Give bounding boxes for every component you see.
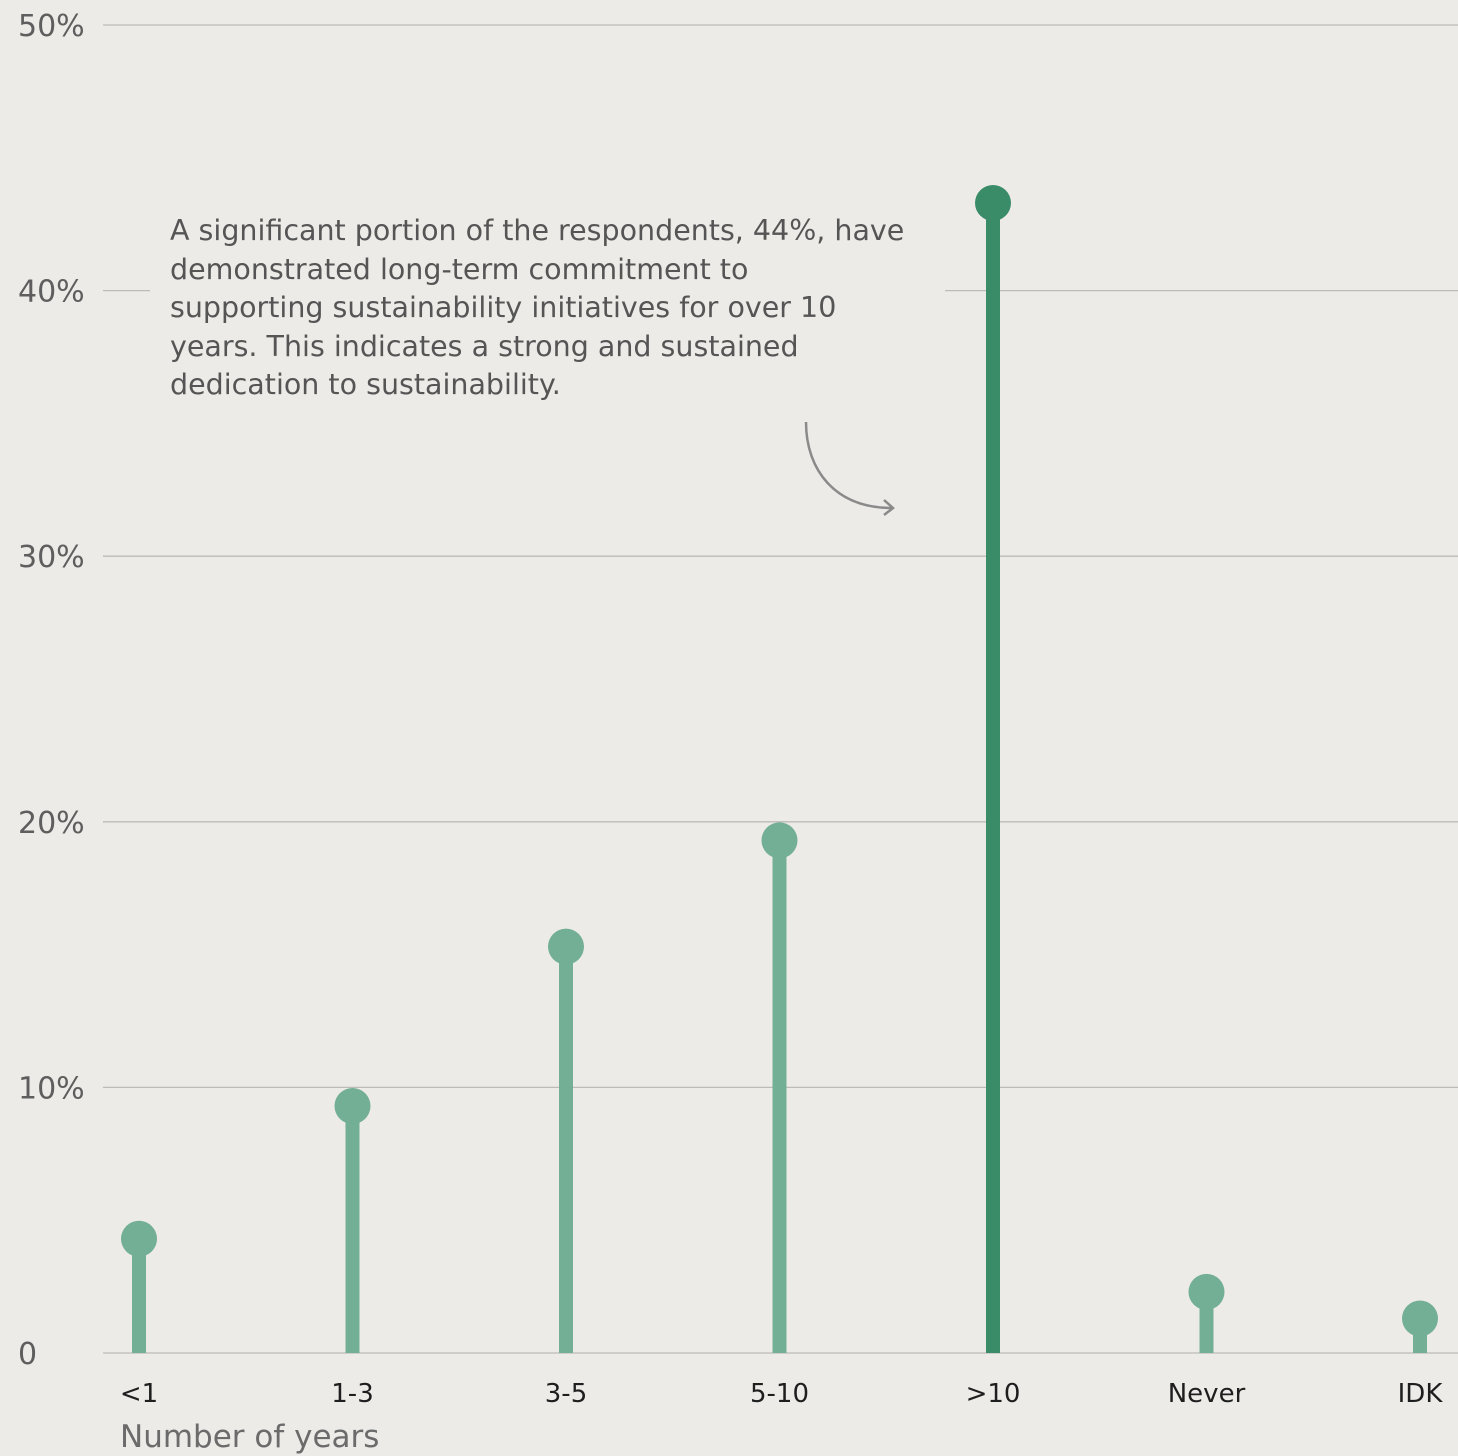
x-tick-label: IDK	[1398, 1379, 1444, 1409]
lollipop-point	[121, 1220, 157, 1257]
y-tick-label: 50%	[18, 9, 85, 44]
x-tick-label: 3-5	[545, 1379, 587, 1409]
y-axis-ticks: 0 10% 20% 30% 40% 50%	[18, 9, 85, 1372]
lollipop-point	[1402, 1300, 1438, 1337]
x-axis-ticks: <1 1-3 3-5 5-10 >10 Never IDK	[120, 1379, 1443, 1409]
y-tick-label: 30%	[18, 540, 85, 575]
lollipop-marks	[121, 184, 1438, 1353]
x-tick-label: 5-10	[750, 1379, 809, 1409]
y-tick-label: 40%	[18, 275, 85, 310]
y-tick-label: 20%	[18, 806, 85, 841]
lollipop-point	[548, 928, 584, 965]
x-tick-label: >10	[966, 1379, 1021, 1409]
lollipop-point	[1188, 1273, 1225, 1310]
annotation-text: A significant portion of the respondents…	[170, 212, 911, 405]
lollipop-point	[334, 1087, 371, 1124]
x-tick-label: Never	[1168, 1379, 1246, 1409]
lollipop-point	[761, 822, 798, 859]
y-tick-label: 10%	[18, 1071, 85, 1106]
y-tick-label: 0	[18, 1337, 37, 1372]
x-tick-label: <1	[120, 1379, 158, 1409]
x-axis-label: Number of years	[120, 1419, 379, 1455]
x-tick-label: 1-3	[331, 1379, 373, 1409]
lollipop-point	[975, 184, 1011, 221]
annotation-arrow	[804, 421, 893, 510]
annotation-arrowhead	[883, 499, 895, 516]
